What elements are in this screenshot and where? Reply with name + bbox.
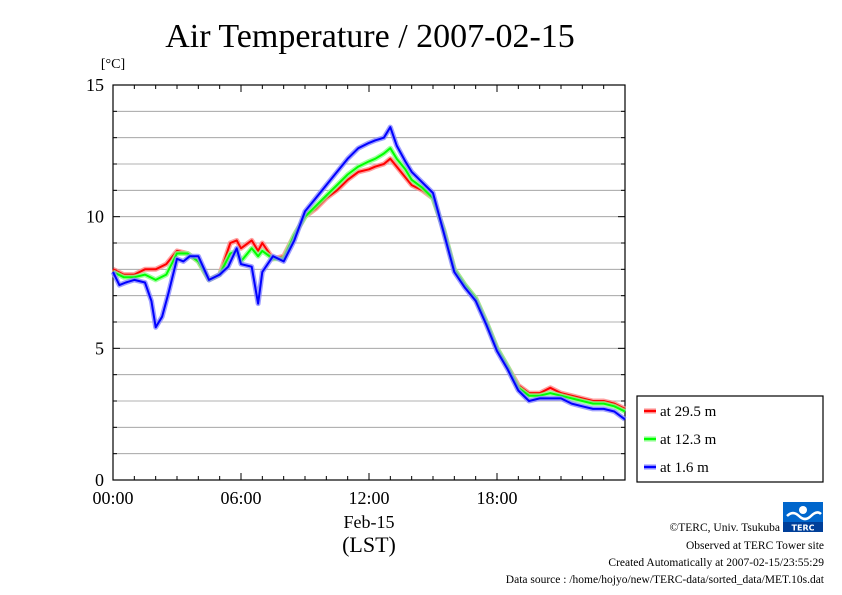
chart-title: Air Temperature / 2007-02-15	[165, 18, 575, 55]
legend-label: at 1.6 m	[660, 460, 709, 476]
series-line-halo-2	[111, 145, 627, 414]
axis-ticks: 0 5 10 15 00:00 06:00 12:00 18:00	[86, 75, 626, 508]
y-tick-label: 15	[86, 75, 104, 95]
logo-text: TERC	[792, 524, 815, 533]
legend-box	[636, 395, 824, 483]
series-line-halo-1	[111, 156, 627, 412]
footer-source: Data source : /home/hojyo/new/TERC-data/…	[506, 574, 825, 586]
x-tick-label: 12:00	[348, 488, 389, 508]
series-line-1	[112, 157, 626, 410]
x-tick-label: 00:00	[92, 488, 133, 508]
legend-label: at 29.5 m	[660, 404, 717, 420]
terc-logo: TERC	[783, 502, 823, 533]
y-tick-label: 5	[95, 338, 104, 358]
footer-site: Observed at TERC Tower site	[686, 540, 824, 552]
y-tick-label: 10	[86, 207, 104, 227]
grid-lines	[113, 110, 625, 455]
x-axis-timezone: (LST)	[342, 532, 396, 557]
series-line-2	[112, 147, 626, 413]
footer-copyright: ©TERC, Univ. Tsukuba	[670, 522, 780, 534]
x-tick-label: 06:00	[220, 488, 261, 508]
x-axis-date: Feb-15	[344, 512, 395, 532]
legend-label: at 12.3 m	[660, 432, 717, 448]
footer-created: Created Automatically at 2007-02-15/23:5…	[608, 557, 824, 569]
legend: at 29.5 m at 12.3 m at 1.6 m	[644, 404, 717, 476]
series-group	[110, 124, 627, 422]
y-tick-label: 0	[95, 470, 104, 490]
drop-icon	[799, 506, 807, 514]
series-line-3	[112, 126, 626, 421]
x-tick-label: 18:00	[476, 488, 517, 508]
y-axis-unit: [°C]	[101, 57, 125, 72]
